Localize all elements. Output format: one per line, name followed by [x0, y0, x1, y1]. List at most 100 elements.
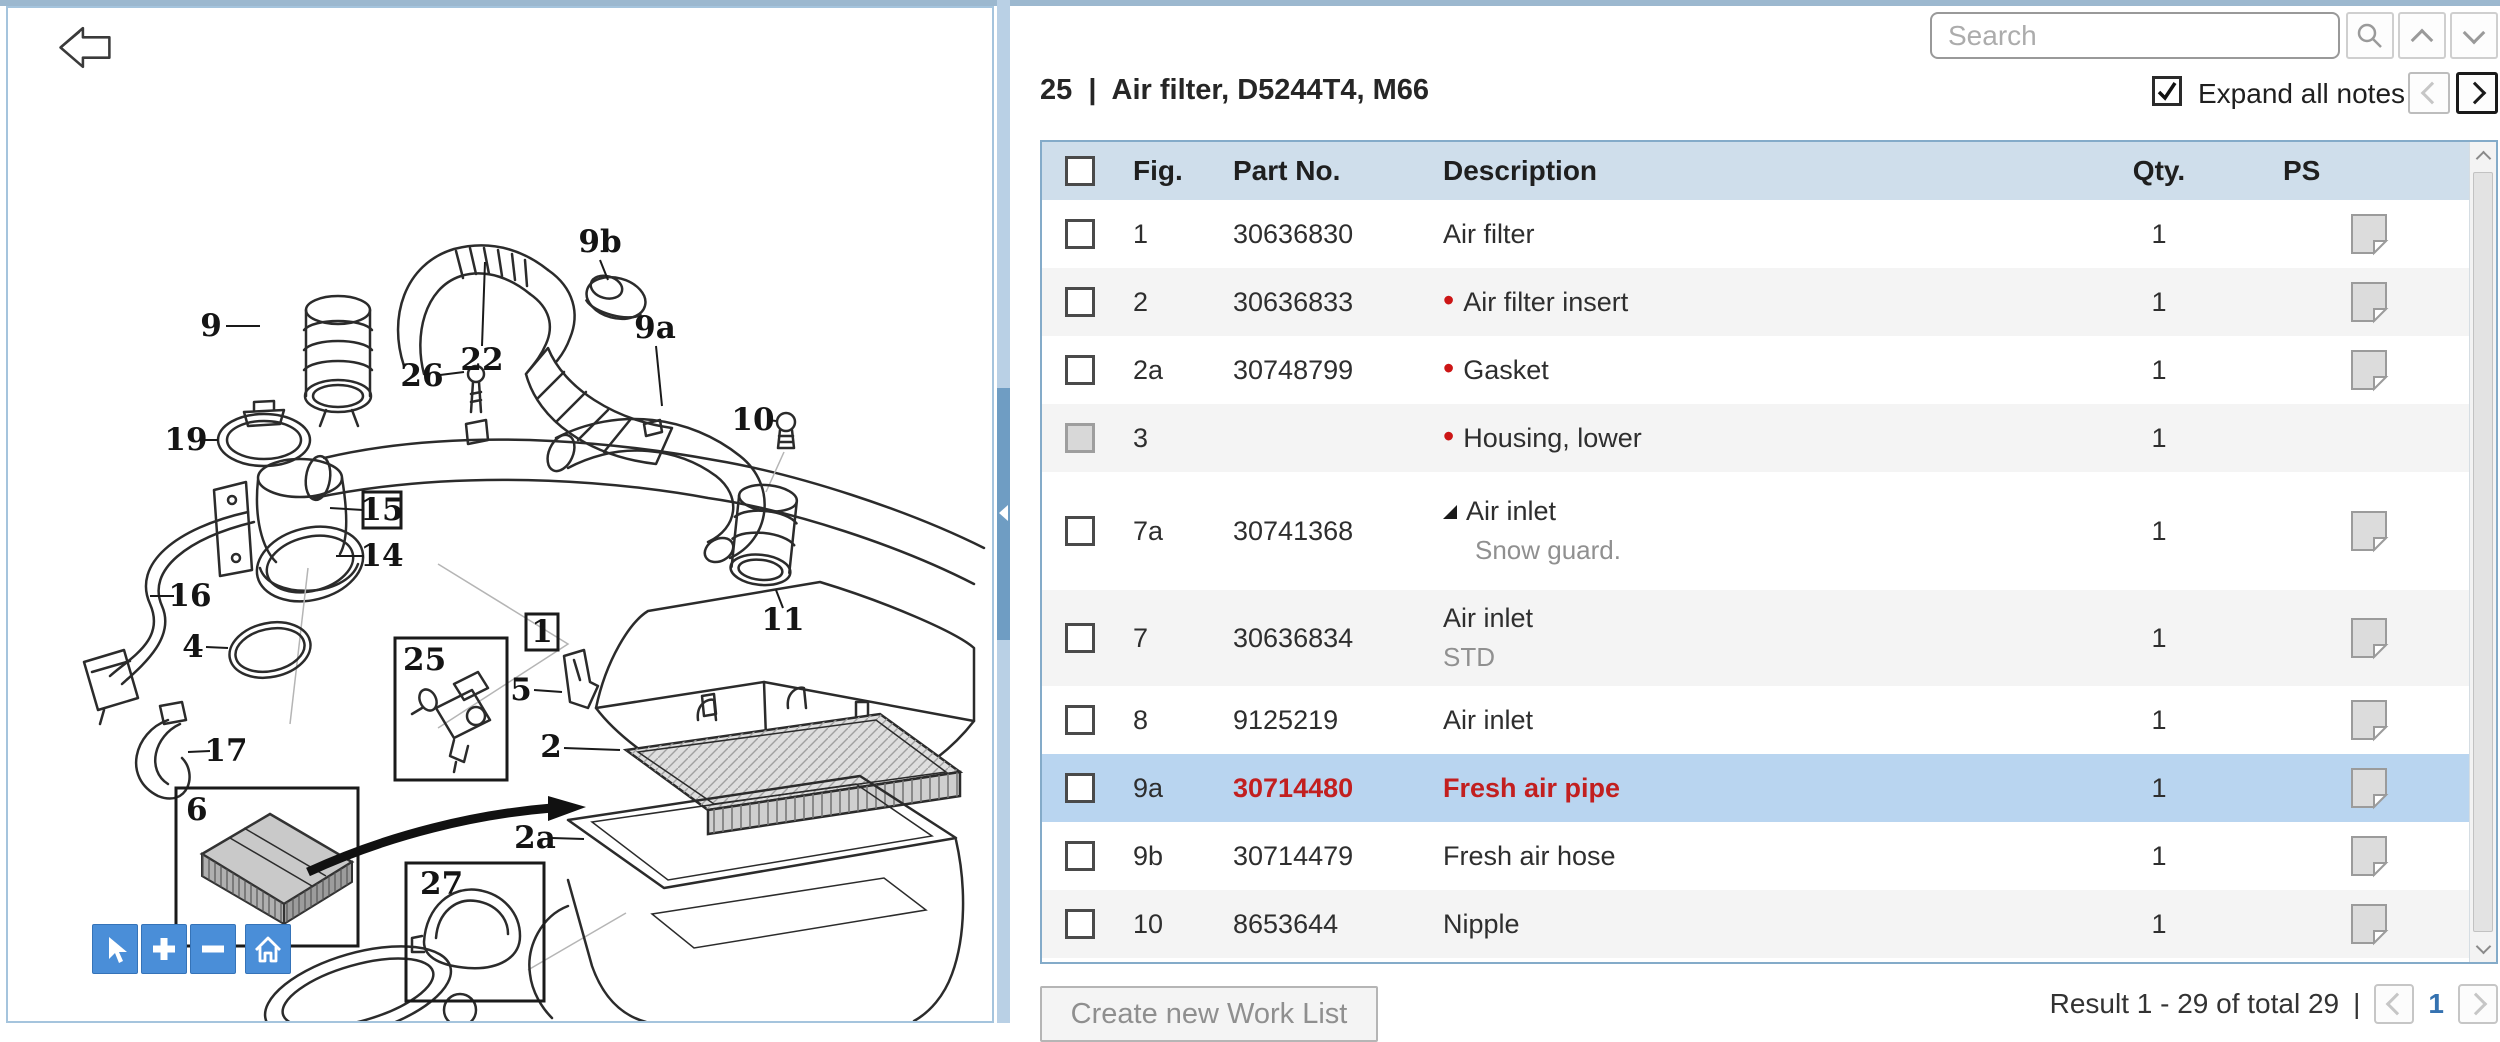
row-checkbox[interactable] [1065, 516, 1095, 546]
ps-note-icon[interactable] [2349, 834, 2389, 878]
chevron-right-icon [2463, 81, 2486, 105]
diagram-label-9a[interactable]: 9a [634, 310, 676, 407]
svg-text:1: 1 [531, 614, 553, 650]
diagram-label-6[interactable]: 6 [186, 792, 208, 828]
part-number-cell: 30636830 [1233, 218, 1354, 249]
diagram-label-17[interactable]: 17 [187, 733, 248, 769]
description-cell: • Air filter insert [1428, 284, 2050, 318]
diagram-label-2a[interactable]: 2a [514, 820, 585, 856]
diagram-label-1[interactable]: 1 [524, 612, 560, 652]
row-checkbox-cell [1042, 423, 1118, 453]
search-button[interactable] [2346, 12, 2394, 59]
diagram-label-5[interactable]: 5 [510, 672, 563, 708]
svg-text:14: 14 [360, 538, 403, 574]
panel-splitter[interactable] [997, 0, 1010, 1023]
table-row[interactable]: 2 30636833 • Air filter insert 1 [1042, 268, 2470, 336]
previous-figure-button[interactable] [2408, 72, 2450, 114]
diagram-label-19[interactable]: 19 [164, 422, 218, 458]
diagram-label-9b[interactable]: 9b [578, 224, 622, 281]
ps-note-icon[interactable] [2349, 616, 2389, 660]
diagram-label-16[interactable]: 16 [150, 578, 212, 614]
row-checkbox[interactable] [1065, 909, 1095, 939]
diagram-label-14[interactable]: 14 [336, 538, 404, 574]
row-checkbox[interactable] [1065, 623, 1095, 653]
diagram-label-27[interactable]: 27 [420, 866, 463, 902]
parts-diagram: 9b 9 22 26 9a 10 19 15 14 16 [82, 224, 986, 1021]
row-checkbox[interactable] [1065, 841, 1095, 871]
ps-cell [2268, 902, 2470, 946]
table-row[interactable]: 9a 30714480 Fresh air pipe 1 [1042, 754, 2470, 822]
table-scrollbar[interactable] [2469, 142, 2496, 962]
qty-cell: 1 [2151, 704, 2167, 735]
row-checkbox[interactable] [1065, 355, 1095, 385]
row-checkbox[interactable] [1065, 219, 1095, 249]
diagram-label-22[interactable]: 22 [460, 261, 504, 378]
next-figure-button[interactable] [2456, 72, 2498, 114]
ps-note-icon[interactable] [2349, 766, 2389, 810]
table-row[interactable]: 10 8653644 Nipple 1 [1042, 890, 2470, 958]
ps-cell [2268, 280, 2470, 324]
chevron-right-icon [2464, 992, 2487, 1016]
svg-text:16: 16 [168, 578, 211, 614]
table-row[interactable]: 7a 30741368 Air inlet Snow guard. 1 [1042, 472, 2470, 590]
diagram-artwork [82, 244, 986, 1021]
pointer-tool-button[interactable] [92, 924, 138, 974]
scrollbar-thumb[interactable] [2473, 172, 2493, 932]
diagram-label-2[interactable]: 2 [540, 729, 621, 765]
diagram-zoom-toolbar [92, 924, 291, 974]
ps-note-icon[interactable] [2349, 280, 2389, 324]
ps-note-icon[interactable] [2349, 212, 2389, 256]
qty-cell: 1 [2151, 772, 2167, 803]
diagram-label-11[interactable]: 11 [761, 589, 805, 638]
home-view-button[interactable] [245, 924, 291, 974]
create-worklist-button[interactable]: Create new Work List [1040, 986, 1378, 1042]
ps-note-icon[interactable] [2349, 348, 2389, 392]
ps-note-icon[interactable] [2349, 698, 2389, 742]
row-checkbox[interactable] [1065, 287, 1095, 317]
diagram-label-10[interactable]: 10 [731, 402, 777, 438]
search-input[interactable] [1930, 12, 2340, 59]
scroll-up-icon[interactable] [2470, 142, 2496, 170]
part-description: Housing, lower [1463, 422, 1642, 453]
table-row[interactable]: 3 • Housing, lower 1 [1042, 404, 2470, 472]
table-row[interactable]: 9b 30714479 Fresh air hose 1 [1042, 822, 2470, 890]
part-number-cell: 30741368 [1233, 515, 1354, 546]
find-previous-button[interactable] [2398, 12, 2446, 59]
find-next-button[interactable] [2450, 12, 2498, 59]
row-checkbox[interactable] [1065, 705, 1095, 735]
zoom-in-button[interactable] [141, 924, 187, 974]
table-row[interactable]: 8 9125219 Air inlet 1 [1042, 686, 2470, 754]
svg-text:10: 10 [731, 402, 774, 438]
scroll-down-icon[interactable] [2470, 934, 2496, 962]
fig-cell: 1 [1133, 218, 1149, 249]
part-description: Gasket [1463, 354, 1549, 385]
table-row[interactable]: 7 30636834 Air inlet STD 1 [1042, 590, 2470, 686]
qty-cell: 1 [2151, 515, 2167, 546]
note-expanded-icon[interactable] [1443, 504, 1457, 519]
diagram-label-9[interactable]: 9 [200, 308, 260, 344]
table-row[interactable]: 1 30636830 Air filter 1 [1042, 200, 2470, 268]
panel-splitter-handle[interactable] [997, 388, 1010, 640]
zoom-out-button[interactable] [190, 924, 236, 974]
diagram-label-25[interactable]: 25 [403, 642, 446, 678]
back-arrow-icon[interactable] [52, 20, 124, 76]
fig-cell: 3 [1133, 422, 1149, 453]
svg-text:22: 22 [460, 342, 503, 378]
diagram-label-26[interactable]: 26 [400, 358, 465, 394]
ps-note-icon[interactable] [2349, 902, 2389, 946]
col-qty: Qty. [2132, 155, 2186, 186]
select-all-checkbox[interactable] [1065, 156, 1095, 186]
next-page-button[interactable] [2458, 984, 2498, 1024]
table-row[interactable]: 2a 30748799 • Gasket 1 [1042, 336, 2470, 404]
diagram-label-4[interactable]: 4 [182, 629, 229, 665]
previous-page-button[interactable] [2374, 984, 2415, 1024]
pagination-separator: | [2353, 988, 2361, 1019]
expand-all-notes-checkbox[interactable] [2152, 76, 2182, 106]
qty-cell: 1 [2151, 354, 2167, 385]
fig-cell: 7 [1133, 622, 1149, 653]
diagram-label-15[interactable]: 15 [329, 490, 404, 530]
ps-note-icon[interactable] [2349, 509, 2389, 553]
row-checkbox[interactable] [1065, 773, 1095, 803]
description-cell: • Housing, lower [1428, 420, 2050, 454]
row-checkbox-cell [1042, 219, 1118, 249]
